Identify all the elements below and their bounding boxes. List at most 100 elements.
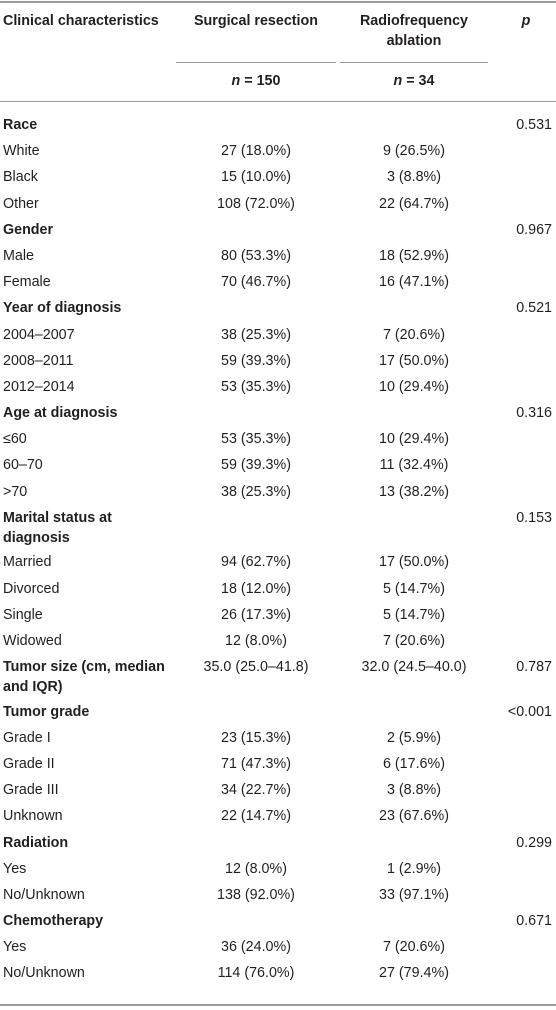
table-top-rule bbox=[0, 1, 556, 3]
ablation-value: 5 (14.7%) bbox=[383, 606, 445, 623]
header-bottom-rule bbox=[0, 101, 556, 102]
table-row: Other 108 (72.0%) 22 (64.7%) bbox=[0, 191, 556, 217]
ablation-value: 23 (67.6%) bbox=[379, 808, 449, 825]
table-row: Grade II 71 (47.3%) 6 (17.6%) bbox=[0, 751, 556, 777]
surgical-value: 38 (25.3%) bbox=[221, 326, 291, 343]
table-row: Unknown 22 (14.7%) 23 (67.6%) bbox=[0, 803, 556, 829]
table-row: ≤60 53 (35.3%) 10 (29.4%) bbox=[0, 426, 556, 452]
p-value: 0.521 bbox=[516, 300, 552, 317]
surgical-value: 12 (8.0%) bbox=[225, 860, 287, 877]
row-label: Chemotherapy bbox=[3, 913, 104, 930]
ablation-value: 10 (29.4%) bbox=[379, 431, 449, 448]
row-label: Grade I bbox=[3, 729, 51, 746]
table-row: Widowed 12 (8.0%) 7 (20.6%) bbox=[0, 628, 556, 654]
p-value: 0.531 bbox=[516, 117, 552, 133]
header-clinical-characteristics: Clinical characteristics bbox=[3, 13, 159, 29]
surgical-value: 38 (25.3%) bbox=[221, 483, 291, 500]
row-label: 2012–2014 bbox=[3, 378, 75, 395]
row-label: Radiation bbox=[3, 834, 69, 851]
ablation-value: 17 (50.0%) bbox=[379, 352, 449, 369]
surgical-value: 114 (76.0%) bbox=[217, 965, 295, 982]
table-body: Race 0.531 White 27 (18.0%) 9 (26.5%) Black 15… bbox=[0, 112, 556, 987]
table-row: White 27 (18.0%) 9 (26.5%) bbox=[0, 138, 556, 164]
ablation-value: 7 (20.6%) bbox=[383, 632, 445, 649]
ablation-value: 18 (52.9%) bbox=[379, 247, 449, 264]
row-label: Widowed bbox=[3, 632, 62, 649]
row-label: Tumor grade bbox=[3, 703, 90, 720]
surgical-value: 23 (15.3%) bbox=[221, 729, 291, 746]
ablation-value: 3 (8.8%) bbox=[386, 169, 442, 186]
table-row: Female 70 (46.7%) 16 (47.1%) bbox=[0, 269, 556, 295]
category-row: Marital status at diagnosis 0.153 bbox=[0, 505, 556, 550]
surgical-value: 15 (10.0%) bbox=[221, 169, 291, 186]
ablation-value: 13 (38.2%) bbox=[379, 483, 449, 500]
table-row: Single 26 (17.3%) 5 (14.7%) bbox=[0, 602, 556, 628]
ablation-value: 32.0 (24.5–40.0) bbox=[361, 659, 467, 676]
surgical-value: 138 (92.0%) bbox=[217, 886, 295, 903]
category-row: Year of diagnosis 0.521 bbox=[0, 295, 556, 321]
p-value: 0.316 bbox=[516, 405, 552, 422]
header-radiofrequency-ablation: Radiofrequency ablation bbox=[359, 13, 469, 49]
category-row: Tumor grade <0.001 bbox=[0, 699, 556, 725]
row-label: >70 bbox=[3, 483, 28, 500]
header-subrule-surgical bbox=[176, 62, 336, 63]
ablation-value: 11 (32.4%) bbox=[379, 457, 449, 474]
row-label: Other bbox=[3, 195, 39, 212]
ablation-value: 16 (47.1%) bbox=[379, 274, 449, 291]
row-label: Black bbox=[3, 169, 38, 186]
category-row: Race 0.531 bbox=[0, 112, 556, 138]
table-row: Grade I 23 (15.3%) 2 (5.9%) bbox=[0, 725, 556, 751]
ablation-value: 3 (8.8%) bbox=[386, 782, 442, 799]
n-ablation-value: = 34 bbox=[406, 73, 435, 89]
table-bottom-rule bbox=[0, 1004, 556, 1006]
table-row: Yes 36 (24.0%) 7 (20.6%) bbox=[0, 934, 556, 960]
ablation-value: 5 (14.7%) bbox=[383, 580, 445, 597]
category-row: Radiation 0.299 bbox=[0, 830, 556, 856]
surgical-value: 94 (62.7%) bbox=[221, 554, 291, 571]
surgical-value: 22 (14.7%) bbox=[221, 808, 291, 825]
ablation-value: 9 (26.5%) bbox=[383, 143, 445, 160]
surgical-value: 36 (24.0%) bbox=[221, 939, 291, 956]
row-label: Male bbox=[3, 247, 34, 264]
row-label: Yes bbox=[3, 939, 27, 956]
ablation-value: 33 (97.1%) bbox=[379, 886, 449, 903]
row-label: Unknown bbox=[3, 808, 63, 825]
table-row: 60–70 59 (39.3%) 11 (32.4%) bbox=[0, 452, 556, 478]
row-label: No/Unknown bbox=[3, 965, 85, 982]
surgical-value: 12 (8.0%) bbox=[225, 632, 287, 649]
table-row: Divorced 18 (12.0%) 5 (14.7%) bbox=[0, 576, 556, 602]
header-p-value: p bbox=[521, 13, 531, 29]
surgical-value: 18 (12.0%) bbox=[221, 580, 291, 597]
ablation-value: 27 (79.4%) bbox=[379, 965, 449, 982]
n-symbol: n bbox=[231, 73, 241, 89]
row-label: Yes bbox=[3, 860, 27, 877]
row-label: Race bbox=[3, 117, 38, 133]
header-subrule-ablation bbox=[340, 62, 488, 63]
row-label: ≤60 bbox=[3, 431, 27, 448]
row-label: Gender bbox=[3, 221, 54, 238]
table-row: Grade III 34 (22.7%) 3 (8.8%) bbox=[0, 777, 556, 803]
surgical-value: 80 (53.3%) bbox=[221, 247, 291, 264]
header-n-ablation: n = 34 bbox=[340, 71, 488, 91]
table-row: No/Unknown 138 (92.0%) 33 (97.1%) bbox=[0, 882, 556, 908]
surgical-value: 71 (47.3%) bbox=[221, 755, 291, 772]
table-row: >70 38 (25.3%) 13 (38.2%) bbox=[0, 479, 556, 505]
p-value: <0.001 bbox=[507, 703, 552, 720]
ablation-value: 22 (64.7%) bbox=[379, 195, 449, 212]
table-row: 2012–2014 53 (35.3%) 10 (29.4%) bbox=[0, 374, 556, 400]
n-symbol: n bbox=[393, 73, 403, 89]
surgical-value: 34 (22.7%) bbox=[221, 782, 291, 799]
row-label: 2004–2007 bbox=[3, 326, 75, 343]
row-label: Grade III bbox=[3, 782, 59, 799]
header-surgical-resection: Surgical resection bbox=[194, 13, 318, 29]
surgical-value: 70 (46.7%) bbox=[221, 274, 291, 291]
row-label: Tumor size (cm, median and IQR) bbox=[3, 659, 165, 696]
surgical-value: 53 (35.3%) bbox=[221, 378, 291, 395]
row-label: No/Unknown bbox=[3, 886, 85, 903]
table-row: Black 15 (10.0%) 3 (8.8%) bbox=[0, 164, 556, 190]
table-row: No/Unknown 114 (76.0%) 27 (79.4%) bbox=[0, 960, 556, 986]
table-row: 2004–2007 38 (25.3%) 7 (20.6%) bbox=[0, 322, 556, 348]
ablation-value: 7 (20.6%) bbox=[383, 939, 445, 956]
row-label: Divorced bbox=[3, 580, 60, 597]
